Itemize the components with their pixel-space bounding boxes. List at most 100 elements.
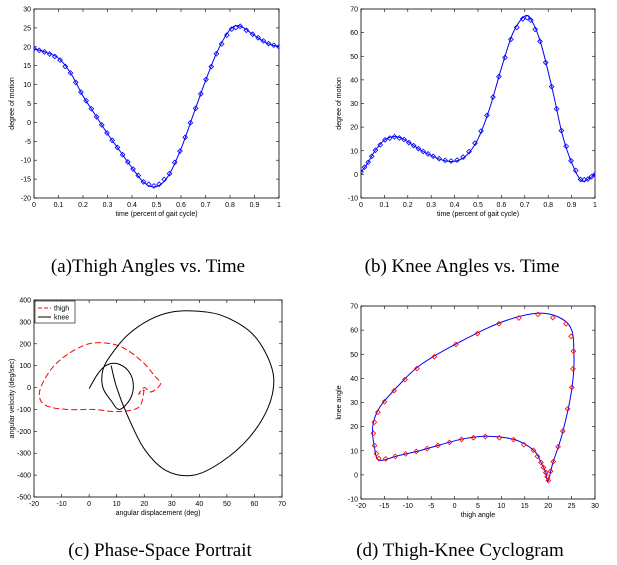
y-tick-label: 10 — [350, 148, 358, 155]
data-point — [544, 473, 550, 480]
data-point — [228, 26, 235, 33]
x-tick-label: 10 — [113, 501, 121, 508]
data-point — [34, 45, 37, 52]
data-point — [72, 79, 79, 86]
y-tick-label: -5 — [25, 139, 31, 146]
y-tick-label: 50 — [350, 352, 358, 359]
x-tick-label: 20 — [140, 501, 148, 508]
data-point — [563, 320, 569, 327]
data-point — [182, 134, 189, 141]
data-point — [537, 38, 543, 45]
data-point — [425, 151, 431, 157]
data-point — [532, 26, 539, 33]
data-point — [135, 172, 142, 179]
x-tick-label: 10 — [498, 503, 506, 510]
y-tick-label: -15 — [21, 177, 31, 184]
data-point — [187, 119, 194, 126]
y-tick-label: 200 — [19, 341, 31, 348]
data-point — [104, 130, 110, 136]
y-tick-label: 10 — [350, 448, 358, 455]
data-point — [550, 458, 557, 465]
y-tick-label: -500 — [17, 495, 31, 502]
data-point — [373, 450, 380, 457]
y-axis-label: knee angle — [336, 385, 343, 419]
data-point — [406, 139, 412, 146]
data-point — [265, 40, 272, 47]
data-point — [502, 54, 508, 61]
data-point — [430, 153, 437, 160]
data-point — [151, 182, 157, 189]
data-point — [382, 137, 388, 143]
data-point — [368, 153, 375, 160]
data-point — [375, 409, 381, 416]
data-point — [458, 436, 465, 443]
data-point — [535, 311, 541, 318]
y-tick-label: -10 — [348, 196, 358, 203]
data-point — [588, 173, 595, 180]
x-tick-label: 0.7 — [201, 202, 211, 209]
x-tick-label: 0.1 — [380, 202, 390, 209]
y-tick-label: 30 — [350, 101, 358, 108]
y-tick-label: 0 — [27, 120, 31, 127]
data-point — [415, 145, 422, 152]
data-point — [572, 167, 579, 174]
plot-frame — [360, 8, 596, 199]
y-tick-label: 70 — [350, 7, 358, 14]
data-point — [568, 157, 574, 164]
data-point — [392, 453, 399, 460]
data-point — [472, 140, 478, 147]
x-tick-label: 0.5 — [152, 202, 162, 209]
x-tick-label: 30 — [168, 501, 176, 508]
data-point — [62, 63, 69, 70]
y-tick-label: -200 — [17, 429, 31, 436]
data-point — [51, 53, 58, 60]
data-point — [382, 455, 389, 462]
data-point — [208, 63, 215, 70]
y-tick-label: 60 — [350, 30, 358, 37]
data-point — [402, 451, 409, 457]
x-tick-label: 0.6 — [497, 202, 507, 209]
data-point — [564, 406, 571, 412]
x-tick-label: 30 — [591, 503, 599, 510]
y-axis-label: degree of motion — [336, 77, 343, 130]
data-point — [496, 73, 502, 80]
x-tick-label: 0 — [87, 501, 91, 508]
data-point — [559, 428, 566, 434]
y-tick-label: 15 — [23, 63, 31, 70]
x-tick-label: 0.3 — [426, 202, 436, 209]
x-tick-label: -5 — [428, 503, 434, 510]
chart-panel-1: 0 0.1 0.2 0.3 0.4 0.5 0.6 0.7 0.8 0.9 1 -20 -15 -10 -5… — [9, 7, 281, 278]
data-point — [124, 159, 131, 165]
chart-panel-2: 0 0.1 0.2 0.3 0.4 0.5 0.6 0.7 0.8 0.9 1-1001020304… — [336, 7, 597, 278]
data-point — [515, 315, 522, 321]
x-tick-label: 0.1 — [54, 202, 64, 209]
x-tick-label: 0 — [359, 202, 363, 209]
y-tick-label: -100 — [17, 407, 31, 414]
data-point — [161, 176, 168, 183]
x-tick-label: 1 — [277, 202, 281, 209]
y-axis-label: degree of motion — [9, 77, 16, 130]
data-point — [436, 155, 443, 162]
data-point — [401, 136, 407, 143]
data-point — [114, 144, 121, 151]
data-point — [276, 43, 279, 50]
data-point — [592, 171, 595, 178]
data-point — [584, 176, 591, 182]
x-tick-label: 0.2 — [78, 202, 88, 209]
data-point — [568, 384, 575, 391]
data-point — [538, 459, 544, 466]
y-tick-label: 30 — [23, 7, 31, 14]
data-point — [119, 151, 126, 158]
data-point — [213, 50, 220, 57]
data-point — [177, 148, 183, 154]
data-point — [402, 376, 408, 383]
data-point — [520, 441, 527, 448]
data-point — [513, 24, 520, 31]
legend: thigh knee — [34, 300, 76, 324]
x-tick-label: 15 — [521, 503, 529, 510]
data-point — [420, 148, 427, 155]
data-point — [454, 157, 460, 163]
data-point — [171, 159, 178, 166]
data-point — [431, 353, 438, 360]
x-tick-label: 20 — [544, 503, 552, 510]
